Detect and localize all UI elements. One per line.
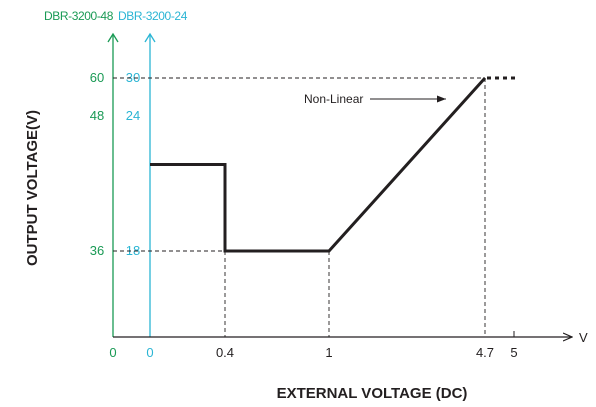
y48-tick-48: 48 [90,108,104,123]
x-tick-0.4: 0.4 [216,345,234,360]
x-axis-title: EXTERNAL VOLTAGE (DC) [277,385,468,402]
y48-tick-0: 0 [109,345,116,360]
y48-tick-36: 36 [90,243,104,258]
y48-tick-60: 60 [90,70,104,85]
series-line [150,76,487,253]
x-tick-4.7: 4.7 [476,345,494,360]
x-tick-1: 1 [325,345,332,360]
axis-24-name: DBR-3200-24 [118,9,188,23]
annotation-non-linear: Non-Linear [304,92,363,106]
reference-lines [113,77,486,337]
y-axis-title: OUTPUT VOLTAGE(V) [24,110,41,266]
y24-tick-30: 30 [126,70,140,85]
axis-24-arrow [144,32,156,43]
x-unit-label: V [579,330,588,345]
y24-tick-18: 18 [126,243,140,258]
x-tick-5: 5 [510,345,517,360]
axis-48-arrow [107,32,119,43]
y24-tick-24: 24 [126,108,140,123]
y24-tick-0: 0 [146,345,153,360]
axis-48-name: DBR-3200-48 [44,9,114,23]
